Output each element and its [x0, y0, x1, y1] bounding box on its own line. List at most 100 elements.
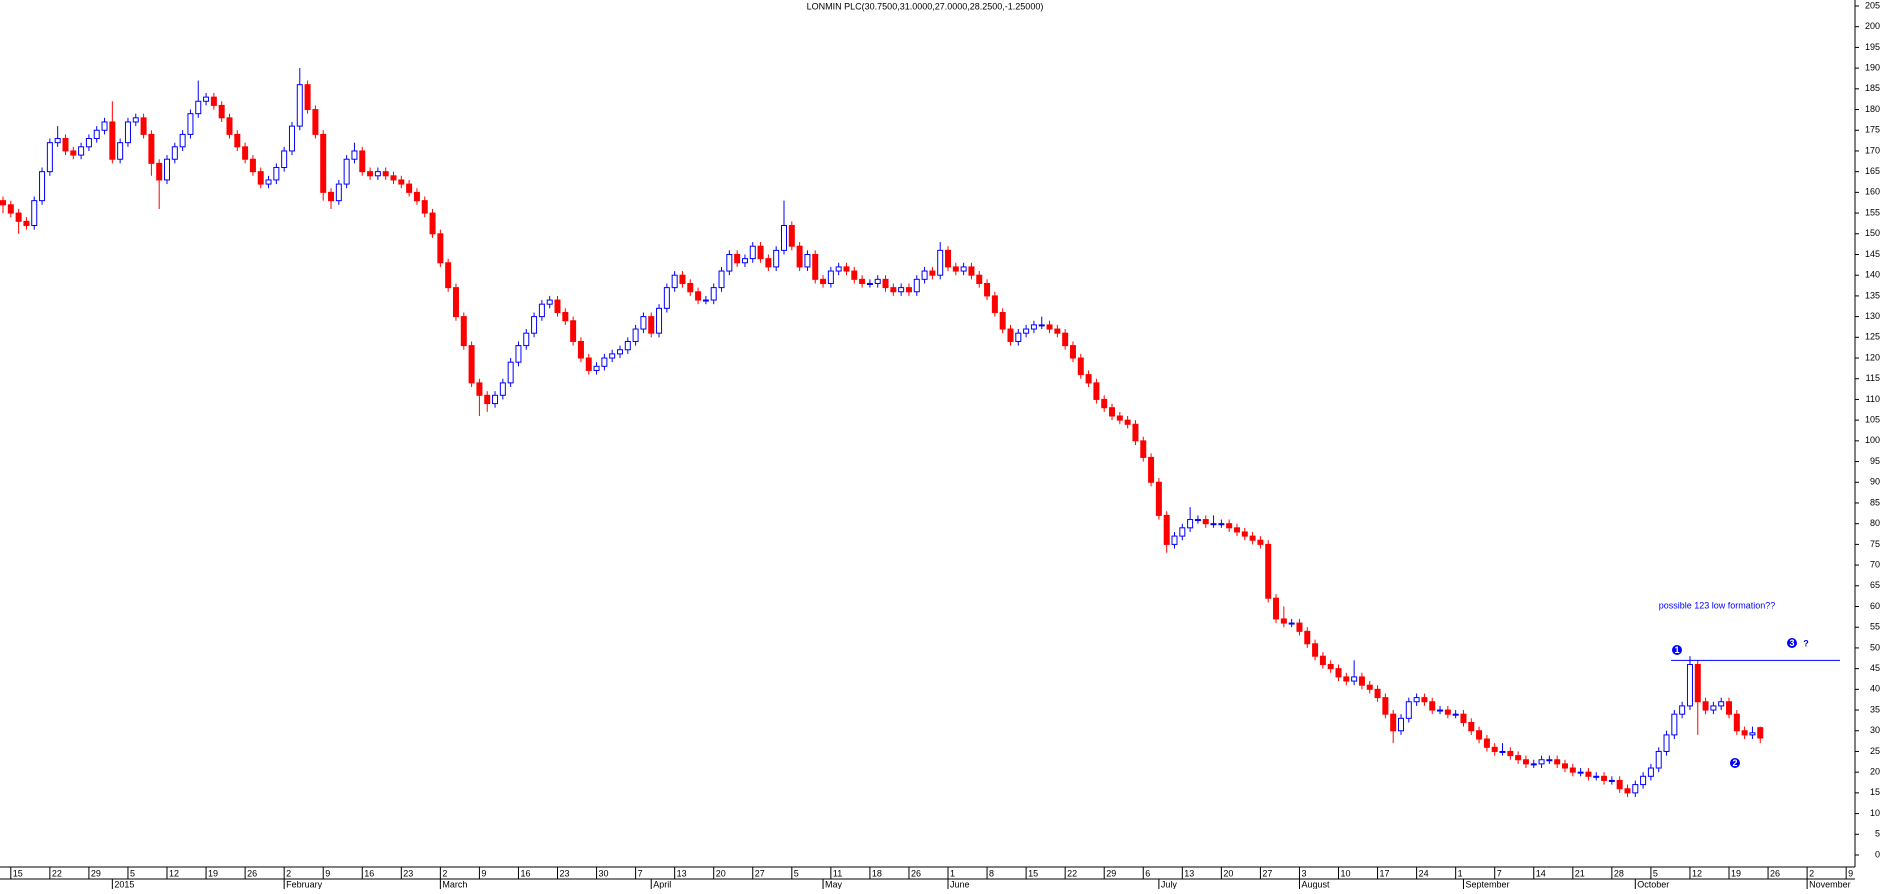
candle-body — [820, 278, 827, 284]
y-tick-label: 95 — [1870, 456, 1880, 466]
candle-body — [648, 316, 655, 334]
x-tick-label: 23 — [403, 868, 413, 878]
x-tick-label: 27 — [755, 868, 765, 878]
candle-body — [585, 357, 592, 371]
y-tick-label: 25 — [1870, 746, 1880, 756]
candle-body — [1249, 535, 1256, 541]
y-tick-label: 205 — [1865, 0, 1880, 10]
candle-body — [452, 287, 459, 318]
y-tick-label: 35 — [1870, 704, 1880, 714]
candle-body — [390, 175, 397, 181]
x-tick-label: 2 — [286, 868, 291, 878]
candle-body — [1671, 713, 1678, 736]
candle-body — [843, 266, 850, 272]
candle-body — [913, 278, 920, 293]
candle-body — [1421, 697, 1428, 703]
x-tick-label: 19 — [208, 868, 218, 878]
candle-body — [117, 142, 124, 160]
x-tick-label: 23 — [560, 868, 570, 878]
candle-body — [1608, 779, 1615, 782]
y-tick-label: 115 — [1866, 373, 1880, 383]
y-tick-label: 15 — [1870, 787, 1880, 797]
x-tick-label: 13 — [677, 868, 687, 878]
candle-body — [1686, 663, 1693, 707]
y-tick-label: 40 — [1870, 684, 1880, 694]
candle-body — [1624, 788, 1631, 794]
candle-body — [312, 109, 319, 135]
y-tick-label: 175 — [1865, 125, 1880, 135]
candle-body — [1030, 324, 1037, 330]
candle-body — [991, 295, 998, 313]
x-tick-label: 15 — [13, 868, 23, 878]
candle-body — [445, 262, 452, 289]
x-tick-label: 26 — [1770, 868, 1780, 878]
candle-body — [1085, 374, 1092, 384]
candle-body — [1601, 775, 1608, 781]
candle-body — [1109, 407, 1116, 417]
candle-body — [101, 121, 108, 131]
candle-body — [804, 253, 811, 268]
candle-body — [952, 266, 959, 272]
candle-body — [1522, 759, 1529, 765]
candle-body — [1226, 523, 1233, 529]
candle-body — [171, 146, 178, 160]
candle-body — [1444, 709, 1451, 715]
candle-body — [851, 270, 858, 280]
x-tick-label: 26 — [911, 868, 921, 878]
candle-body — [296, 84, 303, 127]
x-tick-label: 9 — [481, 868, 486, 878]
annotation-text: possible 123 low formation?? — [1659, 600, 1776, 610]
candle-body — [1273, 597, 1280, 620]
x-tick-label: 13 — [1184, 868, 1194, 878]
candle-body — [1710, 705, 1717, 711]
marker-circle — [1672, 645, 1682, 655]
candle-body — [523, 332, 530, 347]
candle-body — [78, 146, 85, 156]
x-tick-label: 1 — [1458, 868, 1463, 878]
y-tick-label: 10 — [1870, 808, 1880, 818]
y-tick-label: 125 — [1865, 332, 1880, 342]
candle-body — [476, 382, 483, 396]
month-label: April — [653, 879, 671, 889]
candle-body — [679, 274, 686, 284]
candle-body — [328, 191, 335, 202]
candle-body — [210, 96, 217, 106]
y-tick-label: 75 — [1870, 539, 1880, 549]
candle-body — [1460, 713, 1467, 723]
candle-body — [109, 121, 116, 160]
candle-body — [1163, 514, 1170, 545]
candle-body — [1757, 727, 1764, 739]
candle-body — [265, 179, 272, 185]
x-tick-label: 7 — [1497, 868, 1502, 878]
month-label: May — [825, 879, 843, 889]
candle-body — [398, 179, 405, 185]
candle-body — [1304, 630, 1311, 645]
candle-body — [1374, 688, 1381, 699]
candle-body — [203, 96, 210, 102]
y-tick-label: 135 — [1865, 290, 1880, 300]
candle-body — [1616, 779, 1623, 790]
candle-body — [1335, 668, 1342, 678]
candle-body — [640, 316, 647, 330]
candle-body — [1187, 519, 1194, 529]
x-tick-label: 22 — [1067, 868, 1077, 878]
candle-body — [1749, 732, 1756, 736]
candle-body — [1140, 440, 1147, 458]
candle-body — [492, 394, 499, 405]
candle-body — [1647, 767, 1654, 777]
x-tick-label: 20 — [716, 868, 726, 878]
x-tick-label: 2 — [1809, 868, 1814, 878]
candle-body — [54, 138, 61, 144]
y-tick-label: 100 — [1865, 435, 1880, 445]
candle-body — [70, 150, 77, 156]
candle-body — [1546, 759, 1553, 762]
y-tick-label: 20 — [1870, 767, 1880, 777]
candle-body — [1726, 701, 1733, 715]
x-tick-label: 16 — [364, 868, 374, 878]
x-tick-label: 9 — [325, 868, 330, 878]
candle-body — [124, 121, 131, 144]
candle-body — [1124, 419, 1131, 425]
candle-body — [1265, 543, 1272, 599]
x-tick-label: 17 — [1380, 868, 1390, 878]
